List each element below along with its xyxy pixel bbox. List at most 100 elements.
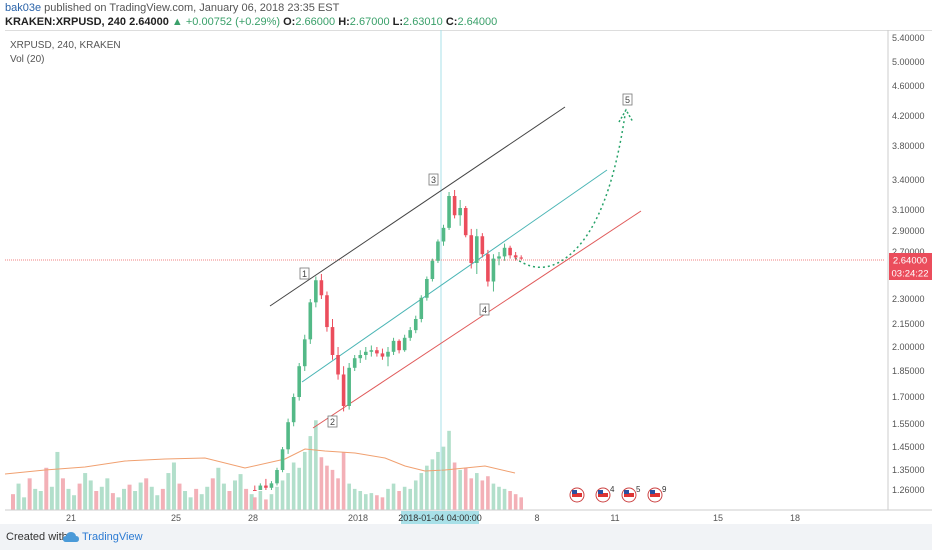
- volume-bar: [155, 495, 160, 510]
- flag-canton: [650, 490, 655, 494]
- volume-bar: [221, 483, 226, 510]
- wave-label: 4: [482, 305, 487, 315]
- price-tick-label: 1.55000: [892, 419, 925, 429]
- volume-bar: [469, 478, 474, 510]
- volume-bar: [99, 486, 104, 510]
- candle-body: [413, 319, 418, 331]
- volume-bar: [330, 469, 335, 510]
- volume-bar: [519, 497, 523, 510]
- candle-body: [397, 340, 401, 351]
- last-price: 2.64000: [129, 16, 169, 28]
- tradingview-brand-link[interactable]: TradingView: [82, 531, 143, 543]
- volume-bar: [122, 488, 126, 510]
- volume-bar: [38, 491, 43, 510]
- price-tick-label: 3.10000: [892, 205, 925, 215]
- volume-bar: [463, 467, 468, 510]
- flag-count: 5: [636, 485, 641, 494]
- close-label: C:: [445, 16, 458, 28]
- volume-bar: [110, 493, 115, 510]
- volume-bar: [166, 473, 171, 510]
- volume-bar: [44, 467, 49, 510]
- price-tick-label: 1.26000: [892, 485, 925, 495]
- volume-bar: [160, 488, 165, 510]
- time-tick-label: 18: [790, 513, 800, 523]
- candle-body: [291, 397, 296, 423]
- time-tick-label: 25: [171, 513, 181, 523]
- price-tick-label: 2.30000: [892, 294, 925, 304]
- time-tick-label: 21: [66, 513, 76, 523]
- volume-bar: [66, 488, 71, 510]
- candle-body: [364, 351, 368, 355]
- volume-bar: [171, 462, 176, 510]
- time-scale[interactable]: 21 25 28 2018 8 11 15 18: [66, 513, 800, 523]
- volume-bar: [183, 491, 188, 510]
- volume-bar: [210, 478, 215, 510]
- time-tick-label: 15: [713, 513, 723, 523]
- volume-bar: [397, 491, 401, 510]
- author-link[interactable]: bak03e: [5, 2, 42, 14]
- upper-channel-line: [269, 106, 566, 307]
- time-tick-label: 8: [534, 513, 539, 523]
- flag-canton: [624, 490, 629, 494]
- volume-bar: [116, 497, 121, 510]
- volume-bar: [513, 494, 518, 510]
- flag-canton: [572, 490, 577, 494]
- publish-header: bak03e published on TradingView.com, Jan…: [0, 0, 932, 30]
- low-label: L:: [392, 16, 404, 28]
- volume-bar: [380, 497, 385, 510]
- candle-body: [447, 196, 451, 228]
- candle-body: [475, 236, 479, 263]
- volume-bar: [408, 488, 412, 510]
- volume-bar: [480, 480, 485, 510]
- middle-channel-line: [301, 169, 608, 383]
- volume-bar: [347, 483, 351, 510]
- flag-stripe: [650, 493, 660, 497]
- chart-frame: [5, 30, 932, 525]
- volume-bar: [88, 480, 93, 510]
- published-text: published on TradingView.com, January 06…: [41, 2, 340, 14]
- high-value: 2.67000: [349, 16, 390, 28]
- candle-body: [513, 255, 518, 258]
- volume-bar: [302, 451, 307, 510]
- candle-body: [280, 449, 285, 470]
- candle-body: [519, 257, 523, 259]
- price-tick-label: 2.90000: [892, 226, 925, 236]
- legend-volume: Vol (20): [10, 54, 45, 65]
- volume-bar: [336, 478, 340, 510]
- volume-bar: [369, 493, 374, 510]
- candle-body: [508, 247, 512, 256]
- time-tick-label: 11: [610, 513, 619, 523]
- candle-body: [330, 327, 335, 355]
- candle-body: [419, 297, 424, 319]
- volume-bar: [352, 488, 357, 510]
- candle-body: [269, 483, 274, 488]
- candle-body: [264, 485, 268, 488]
- price-tick-label: 1.35000: [892, 465, 925, 475]
- volume-bar: [83, 473, 88, 510]
- candle-body: [308, 302, 313, 340]
- open-value: 2.66000: [295, 16, 336, 28]
- volume-bar: [188, 497, 193, 510]
- candle-body: [352, 358, 357, 368]
- candle-body: [391, 340, 396, 352]
- volume-bar: [49, 486, 54, 510]
- event-flags[interactable]: 4 5 9: [569, 485, 667, 503]
- ohlc-line: KRAKEN:XRPUSD, 240 2.64000 ▲ +0.00752 (+…: [5, 16, 497, 28]
- volume-bar: [436, 451, 440, 510]
- volume-bar: [286, 473, 290, 510]
- price-tick-label: 5.00000: [892, 57, 925, 67]
- candle-body: [497, 256, 501, 259]
- price-tick-label: 2.00000: [892, 342, 925, 352]
- candle-body: [341, 374, 346, 406]
- flag-stripe: [572, 493, 582, 497]
- candle-body: [253, 490, 257, 491]
- candle-body: [408, 330, 412, 338]
- volume-bar: [308, 436, 313, 510]
- symbol-label: KRAKEN:XRPUSD, 240: [5, 16, 127, 28]
- volume-bar: [491, 483, 496, 510]
- price-chart[interactable]: 1 2 3 4 5 4 5 9 5.40000 5.00000 4.60000 4.20000 3.…: [5, 30, 932, 524]
- candle-body: [319, 280, 324, 296]
- wave-label-box: [428, 173, 439, 186]
- flag-canton: [598, 490, 603, 494]
- candle-body: [297, 366, 301, 397]
